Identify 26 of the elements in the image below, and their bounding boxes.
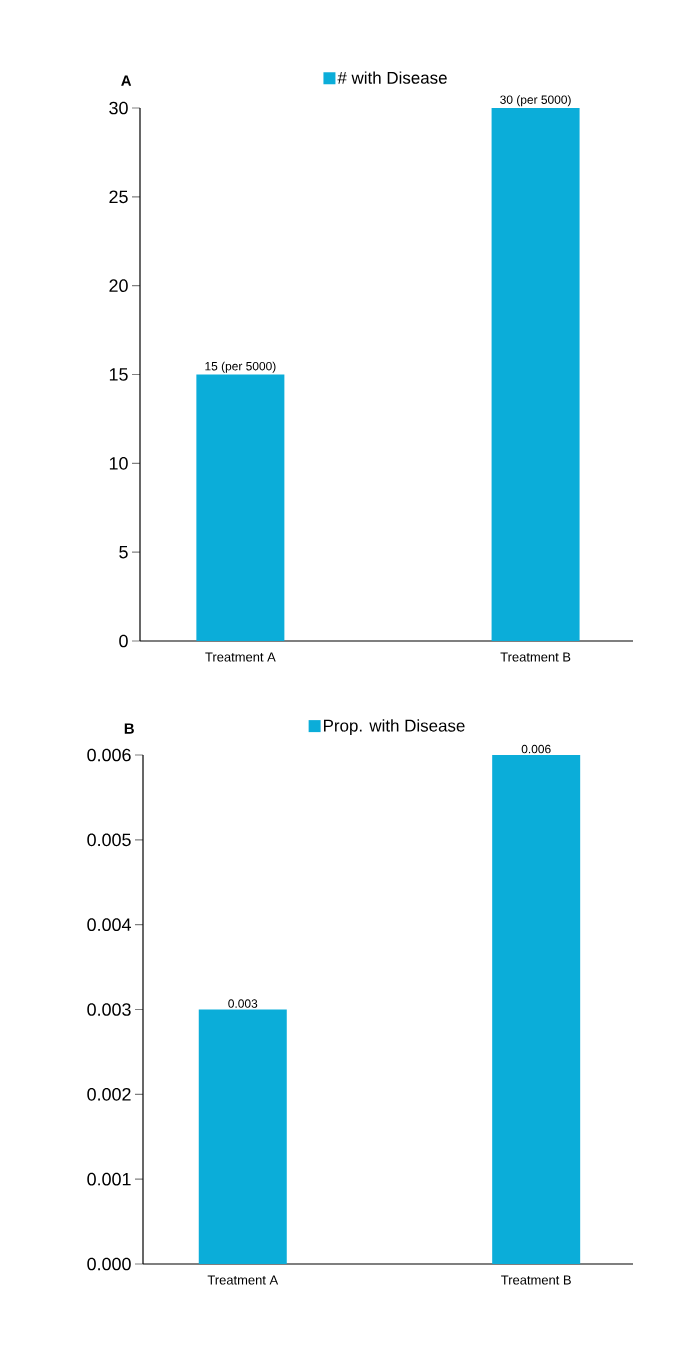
data-label: 0.006 <box>521 744 551 754</box>
chart-title: B <box>124 723 134 734</box>
y-tick-label: 0.002 <box>87 1087 131 1101</box>
x-tick-label: Treatment A <box>207 1275 279 1285</box>
y-tick-label: 0 <box>119 634 128 648</box>
y-tick-label: 0.000 <box>87 1257 131 1271</box>
chart-title: A <box>121 75 132 86</box>
legend-label: # with Disease <box>337 71 447 84</box>
y-tick-label: 10 <box>109 456 128 470</box>
x-tick-label: Treatment B <box>500 652 571 662</box>
data-label: 0.003 <box>228 999 258 1008</box>
y-tick-label: 0.001 <box>87 1172 131 1186</box>
y-tick-label: 0.005 <box>87 833 131 847</box>
data-label: 15 (per 5000) <box>205 361 276 373</box>
y-tick-label: 30 <box>109 101 128 115</box>
y-tick-label: 0.006 <box>87 748 131 762</box>
legend-label: Prop. with Disease <box>324 719 465 736</box>
y-tick-label: 20 <box>109 279 128 292</box>
y-tick-label: 15 <box>109 368 128 381</box>
x-tick-label: Treatment B <box>501 1275 571 1285</box>
y-tick-label: 0.004 <box>87 918 131 932</box>
x-tick-label: Treatment A <box>205 652 276 662</box>
y-tick-label: 25 <box>109 190 128 204</box>
y-tick-label: 5 <box>119 545 128 559</box>
y-tick-label: 0.003 <box>87 1003 131 1016</box>
data-label: 30 (per 5000) <box>500 95 571 107</box>
